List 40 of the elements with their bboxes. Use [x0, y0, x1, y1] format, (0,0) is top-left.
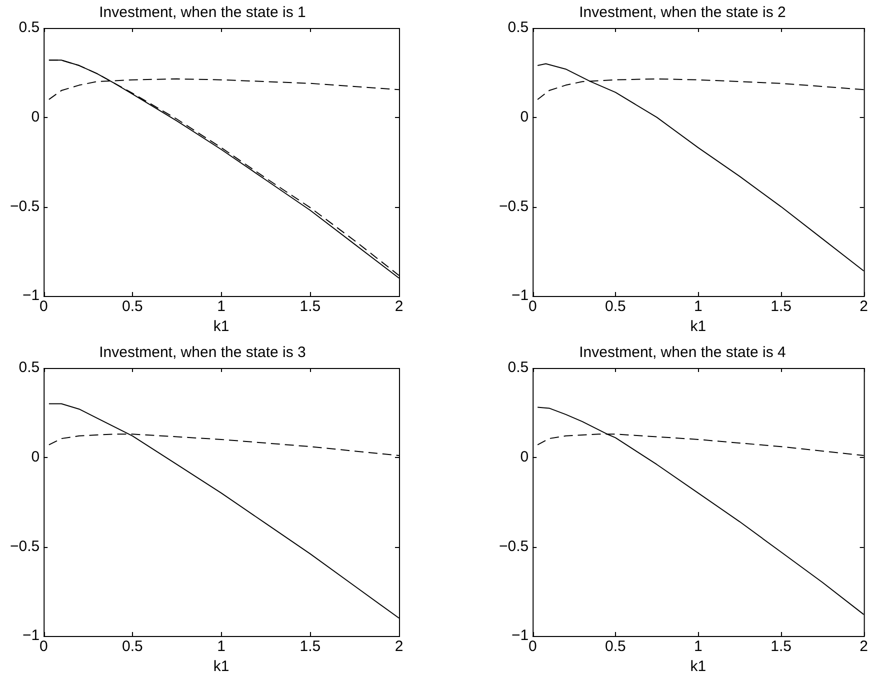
y-tick-label: −1 [512, 287, 529, 304]
x-tick-label: 2 [394, 638, 404, 656]
x-axis-title: k1 [690, 318, 706, 336]
y-tick-label: 0.5 [18, 359, 40, 376]
x-tick-label: 2 [860, 638, 868, 656]
chart-title: Investment, when the state is 1 [99, 4, 306, 22]
y-tick-label: −1 [22, 287, 40, 304]
x-tick-label: 0.5 [604, 298, 626, 316]
x-tick-label: 0.5 [122, 638, 143, 656]
y-tick-label: 0 [520, 108, 529, 126]
y-tick-label: 0.5 [18, 19, 40, 36]
x-tick-label: 0.5 [122, 298, 143, 316]
x-tick-label: 1.5 [770, 298, 792, 316]
chart-title: Investment, when the state is 4 [579, 344, 786, 362]
y-tick-label: 0.5 [508, 359, 529, 376]
y-tick-label: −0.5 [498, 198, 529, 215]
x-tick-label: 1.5 [300, 298, 321, 316]
chart-title: Investment, when the state is 2 [579, 4, 786, 22]
y-tick-label: 0.5 [508, 19, 529, 36]
x-tick-label: 1 [694, 298, 702, 316]
y-tick-label: 0 [31, 448, 40, 466]
y-tick-label: 0 [31, 108, 40, 126]
x-tick-label: 0.5 [604, 638, 626, 656]
x-tick-label: 1 [217, 638, 226, 656]
x-tick-label: 1.5 [300, 638, 321, 656]
y-tick-label: −1 [512, 627, 529, 644]
y-tick-label: −0.5 [10, 538, 40, 555]
x-tick-label: 2 [860, 298, 868, 316]
x-tick-label: 2 [394, 298, 404, 316]
x-tick-label: 1 [217, 298, 226, 316]
x-tick-label: 1 [694, 638, 702, 656]
x-axis-title: k1 [213, 658, 230, 676]
x-axis-title: k1 [213, 318, 230, 336]
y-tick-label: −0.5 [498, 538, 529, 555]
y-tick-label: −1 [22, 627, 40, 644]
x-tick-label: 1.5 [770, 638, 792, 656]
y-tick-label: −0.5 [10, 198, 40, 215]
x-axis-title: k1 [690, 658, 706, 676]
chart-title: Investment, when the state is 3 [99, 344, 306, 362]
y-tick-label: 0 [520, 448, 529, 466]
